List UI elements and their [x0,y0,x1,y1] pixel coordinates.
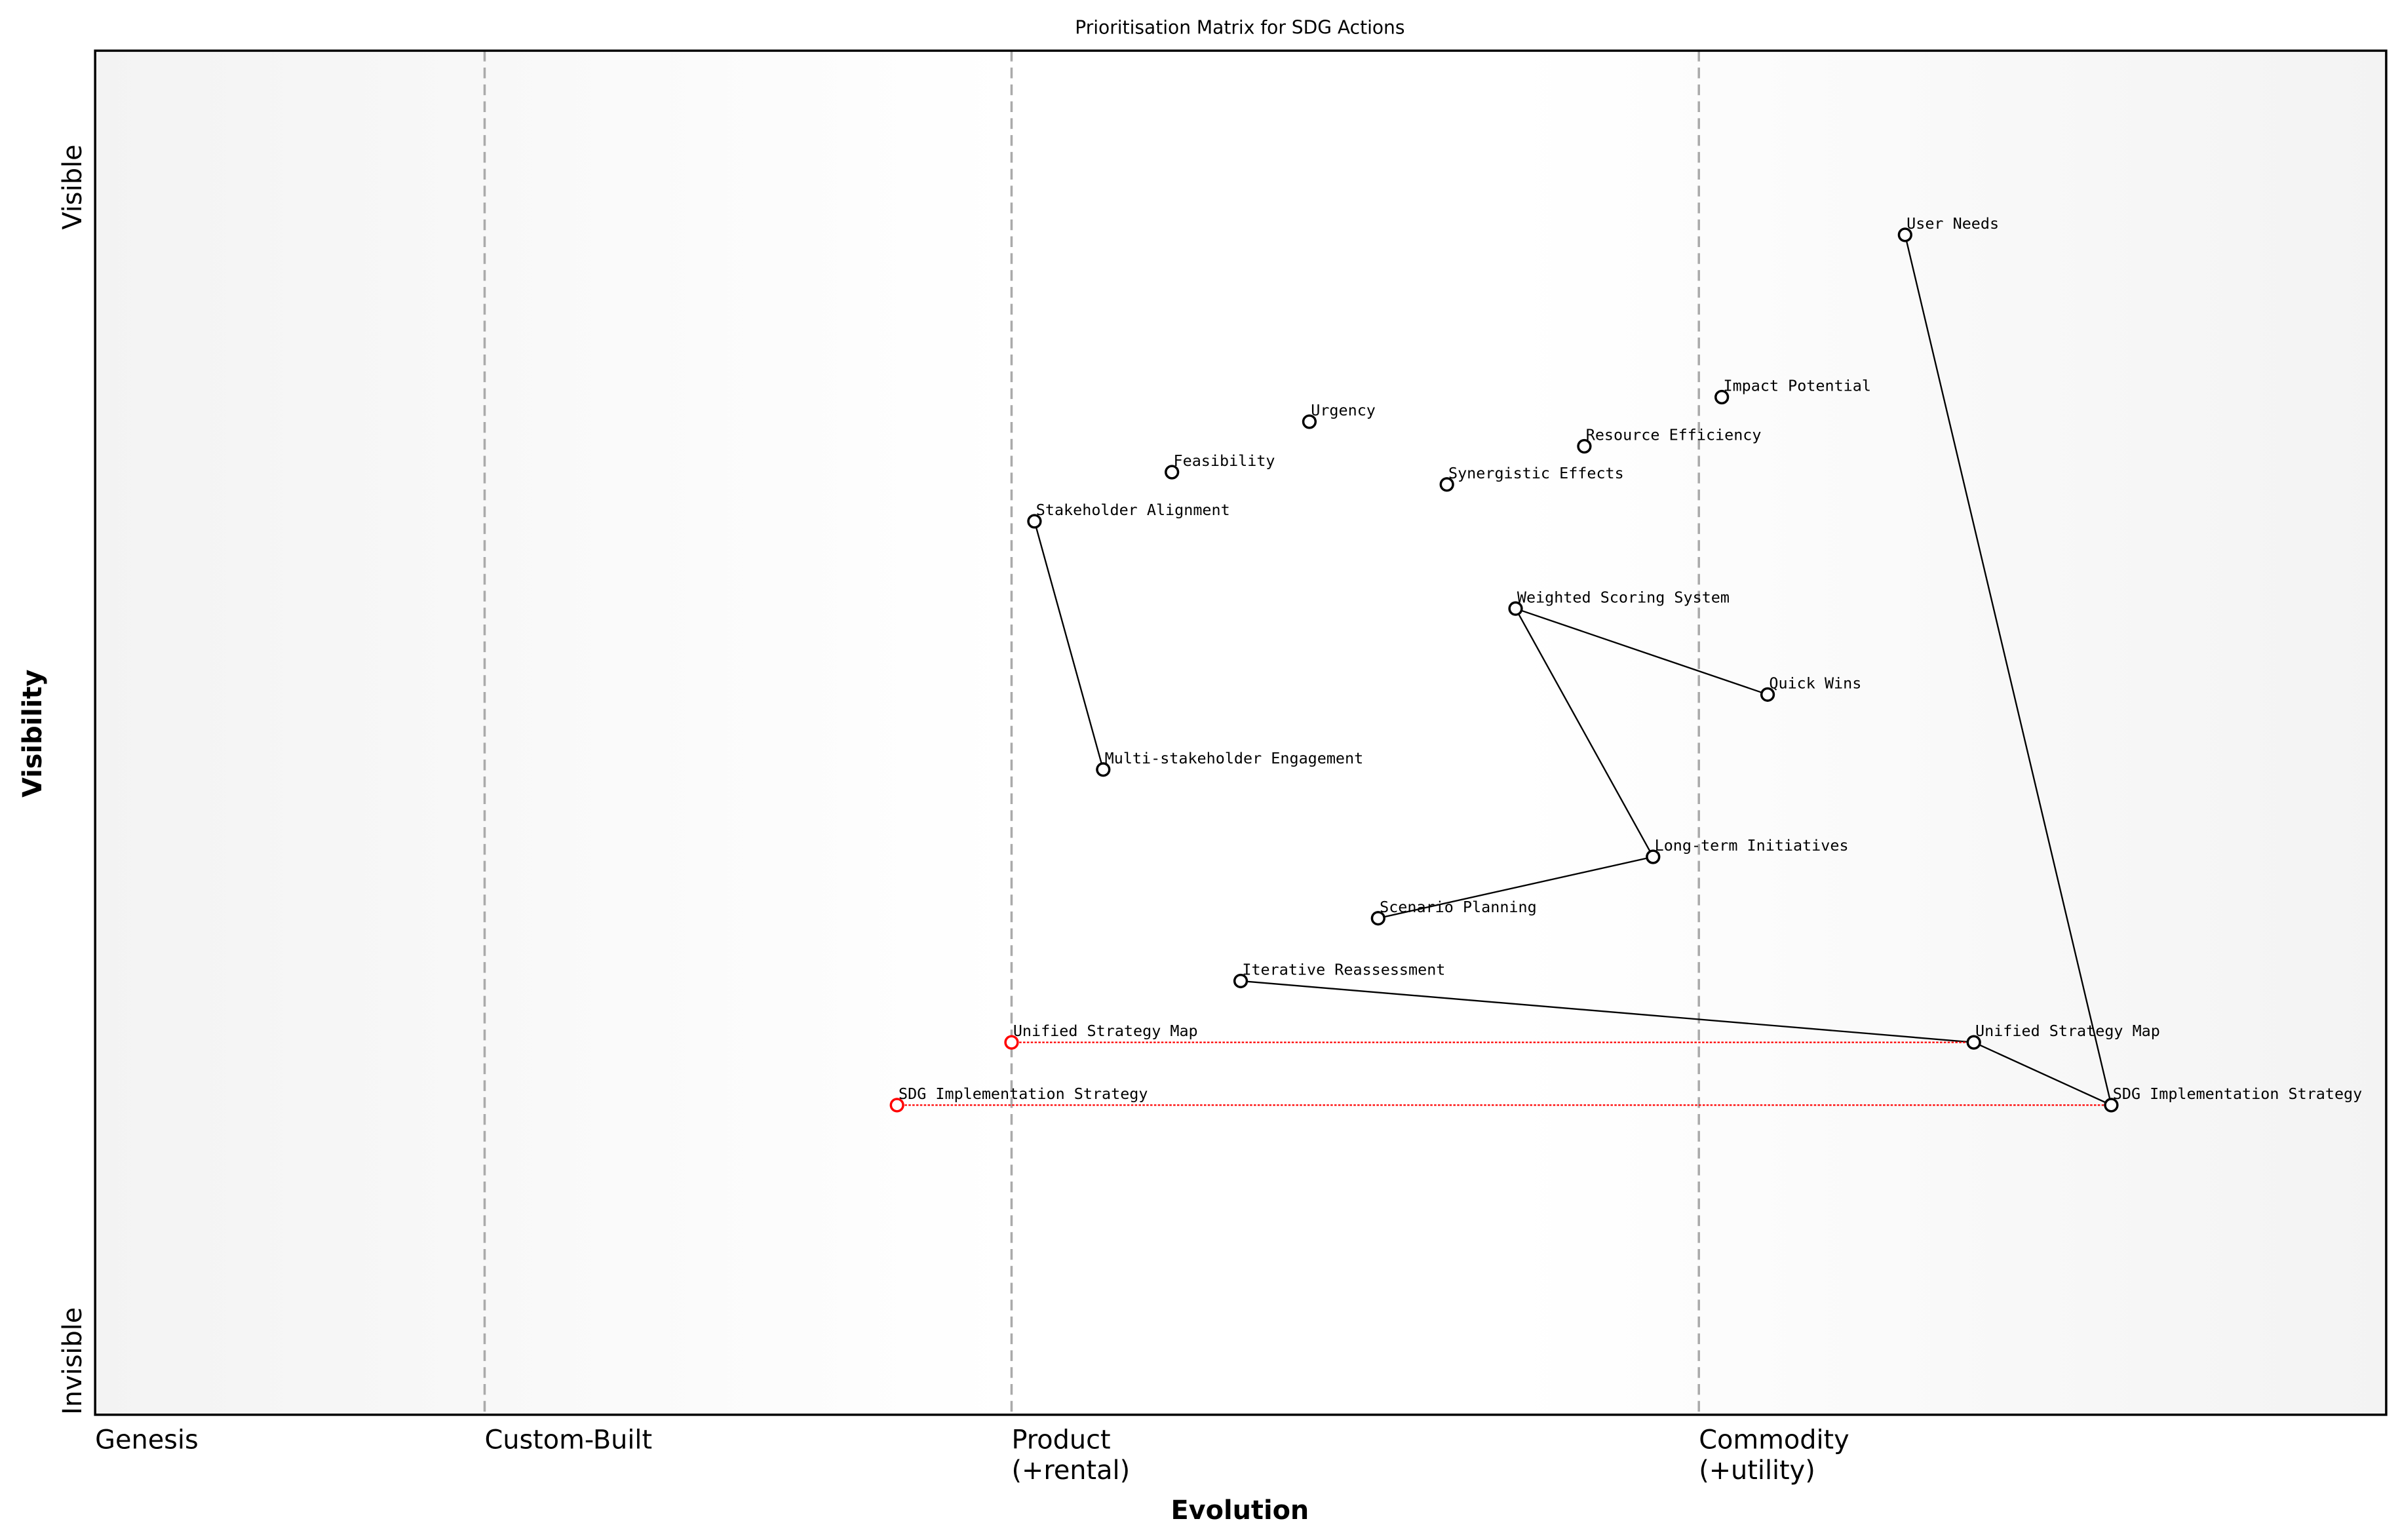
component-label: Quick Wins [1769,674,1861,692]
y-tick-label: Invisible [58,1307,88,1415]
component-label: Resource Efficiency [1586,426,1762,444]
link-line [1240,980,1974,1043]
component-label: Iterative Reassessment [1242,961,1445,979]
evolution-origin-point [889,1098,904,1113]
component-label: Stakeholder Alignment [1036,501,1230,519]
component-point [1714,389,1730,405]
x-tick-label: Genesis [95,1425,199,1455]
y-axis-label: Visibility [18,669,48,798]
component-point [1508,601,1523,616]
evolution-origin-label: Unified Strategy Map [1013,1022,1198,1040]
x-axis-label: Evolution [1171,1495,1309,1526]
link-line [1378,856,1654,919]
plot-background [95,50,2386,1415]
x-tick-label: Product (+rental) [1011,1425,1130,1486]
link-line [1034,521,1104,770]
x-tick-label-line: Custom-Built [484,1425,652,1455]
component-label: User Needs [1906,214,1999,233]
component-label: Weighted Scoring System [1517,588,1730,606]
component-point [1577,438,1592,454]
component-point [1302,414,1317,429]
link-line [1515,607,1768,695]
x-tick-label-line: (+rental) [1011,1455,1130,1486]
component-label: Synergistic Effects [1448,464,1624,482]
component-point [1096,762,1111,777]
link-line [1515,608,1654,858]
component-point [1760,687,1775,702]
x-tick-label-line: Commodity [1699,1425,1849,1455]
component-label: SDG Implementation Strategy [2113,1085,2362,1103]
component-label: Impact Potential [1723,377,1870,395]
component-label: Long-term Initiatives [1655,836,1849,855]
component-point [1439,477,1454,492]
component-point [2104,1098,2119,1113]
component-point [1233,973,1248,989]
component-label: Multi-stakeholder Engagement [1105,749,1364,767]
evolution-origin-label: SDG Implementation Strategy [899,1085,1148,1103]
component-point [1646,849,1661,864]
component-label: Unified Strategy Map [1975,1022,2160,1040]
chart-title: Prioritisation Matrix for SDG Actions [1075,17,1404,39]
x-tick-label-line: Genesis [95,1425,199,1455]
x-tick-label-line: Product [1011,1425,1110,1455]
component-point [1027,514,1042,529]
y-tick-label: Visible [58,144,88,229]
component-point [1897,227,1912,242]
x-tick-label: Commodity (+utility) [1699,1425,1849,1486]
component-point [1966,1035,1981,1050]
link-line [1904,235,2112,1106]
plot-frame [94,49,2388,1416]
link-line [1973,1041,2112,1106]
component-point [1370,911,1385,926]
component-label: Scenario Planning [1380,898,1537,916]
component-label: Feasibility [1174,452,1275,470]
x-tick-label-line: (+utility) [1699,1455,1815,1486]
component-point [1165,465,1180,480]
x-tick-label: Custom-Built [484,1425,652,1455]
component-label: Urgency [1311,401,1376,419]
evolution-origin-point [1004,1035,1019,1050]
